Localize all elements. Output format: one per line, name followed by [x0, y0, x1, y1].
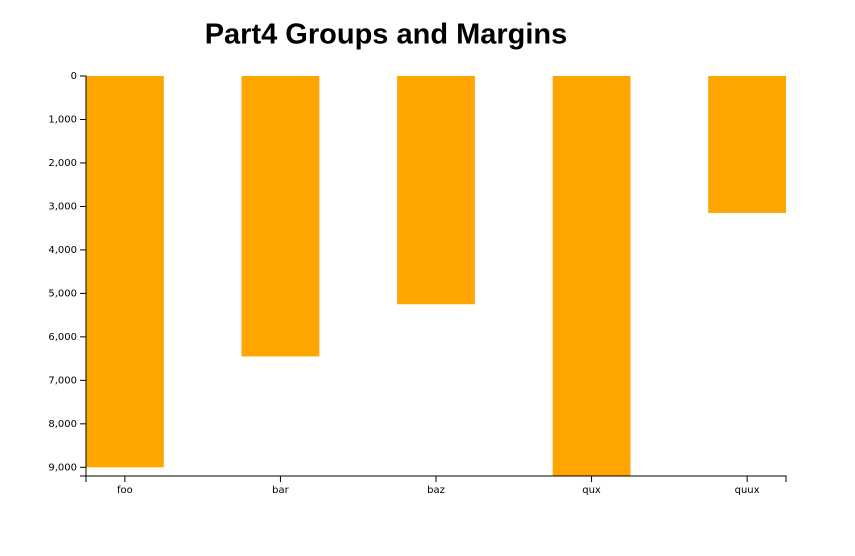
- y-tick-label: 8,000: [48, 419, 77, 430]
- y-tick-label: 1,000: [48, 114, 77, 125]
- bar: [552, 76, 631, 476]
- y-axis: [80, 75, 87, 477]
- y-tick-label: 2,000: [48, 158, 77, 169]
- y-tick-label: 9,000: [48, 462, 77, 473]
- bar: [708, 76, 786, 213]
- x-tick-label: quux: [735, 485, 760, 496]
- y-tick-label: 4,000: [48, 245, 77, 256]
- bar: [86, 76, 164, 468]
- y-tick-label: 7,000: [48, 375, 77, 386]
- x-tick-label: foo: [117, 485, 133, 496]
- bar: [241, 76, 320, 357]
- y-tick-label: 0: [71, 71, 77, 82]
- y-tick-label: 5,000: [48, 288, 77, 299]
- chart-title: Part4 Groups and Margins: [205, 19, 568, 51]
- x-tick-label: baz: [427, 485, 445, 496]
- y-tick-label: 6,000: [48, 332, 77, 343]
- bar: [397, 76, 475, 305]
- y-tick-label: 3,000: [48, 201, 77, 212]
- x-tick-label: bar: [272, 485, 289, 496]
- x-tick-label: qux: [582, 485, 601, 496]
